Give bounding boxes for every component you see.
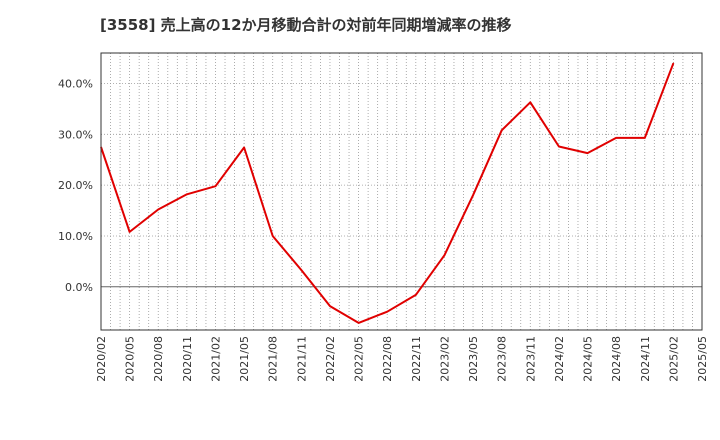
x-tick-label: 2022/11 [410, 336, 423, 382]
series-layer [100, 62, 675, 324]
data-point [214, 185, 216, 187]
x-tick-label: 2022/05 [353, 336, 366, 382]
y-tick-label: 30.0% [58, 128, 93, 141]
x-tick-label: 2024/11 [639, 336, 652, 382]
data-point [157, 209, 159, 211]
data-point [558, 146, 560, 148]
data-point [272, 235, 274, 237]
y-tick-label: 40.0% [58, 77, 93, 90]
y-axis: 0.0% 10.0% 20.0% 30.0% 40.0% [58, 77, 93, 293]
x-tick-label: 2023/08 [496, 336, 509, 382]
data-point [300, 269, 302, 271]
x-tick-label: 2021/02 [209, 336, 222, 382]
x-tick-label: 2020/11 [181, 336, 194, 382]
data-point [615, 137, 617, 139]
x-axis: 2020/02 2020/05 2020/08 2020/11 2021/02 2021/… [95, 336, 709, 382]
x-tick-label: 2020/05 [124, 336, 137, 382]
data-point [186, 193, 188, 195]
data-point [415, 294, 417, 296]
x-tick-label: 2023/02 [438, 336, 451, 382]
y-tick-label: 10.0% [58, 230, 93, 243]
x-tick-label: 2024/05 [582, 336, 595, 382]
data-point [129, 231, 131, 233]
chart-title: [3558] 売上高の12か月移動合計の対前年同期増減率の推移 [100, 16, 512, 34]
x-tick-label: 2020/02 [95, 336, 108, 382]
x-tick-label: 2023/05 [467, 336, 480, 382]
x-tick-label: 2022/08 [381, 336, 394, 382]
grid-layer [101, 53, 702, 330]
x-tick-label: 2020/08 [152, 336, 165, 382]
x-tick-label: 2021/11 [295, 336, 308, 382]
data-point [587, 152, 589, 154]
data-point [672, 62, 674, 64]
series-line [100, 62, 675, 324]
data-point [386, 311, 388, 313]
x-tick-label: 2024/08 [610, 336, 623, 382]
x-tick-label: 2022/02 [324, 336, 337, 382]
x-tick-label: 2023/11 [524, 336, 537, 382]
data-point [329, 305, 331, 307]
x-tick-label: 2021/08 [267, 336, 280, 382]
x-tick-label: 2025/05 [696, 336, 709, 382]
data-point [472, 194, 474, 196]
x-tick-label: 2021/05 [238, 336, 251, 382]
y-tick-label: 20.0% [58, 179, 93, 192]
x-tick-label: 2025/02 [667, 336, 680, 382]
data-point [243, 147, 245, 149]
plot-frame [100, 52, 703, 331]
x-tick-label: 2024/02 [553, 336, 566, 382]
data-point [529, 101, 531, 103]
y-tick-label: 0.0% [65, 281, 93, 294]
data-point [443, 254, 445, 256]
data-point [644, 137, 646, 139]
data-point [358, 322, 360, 324]
data-point [501, 129, 503, 131]
